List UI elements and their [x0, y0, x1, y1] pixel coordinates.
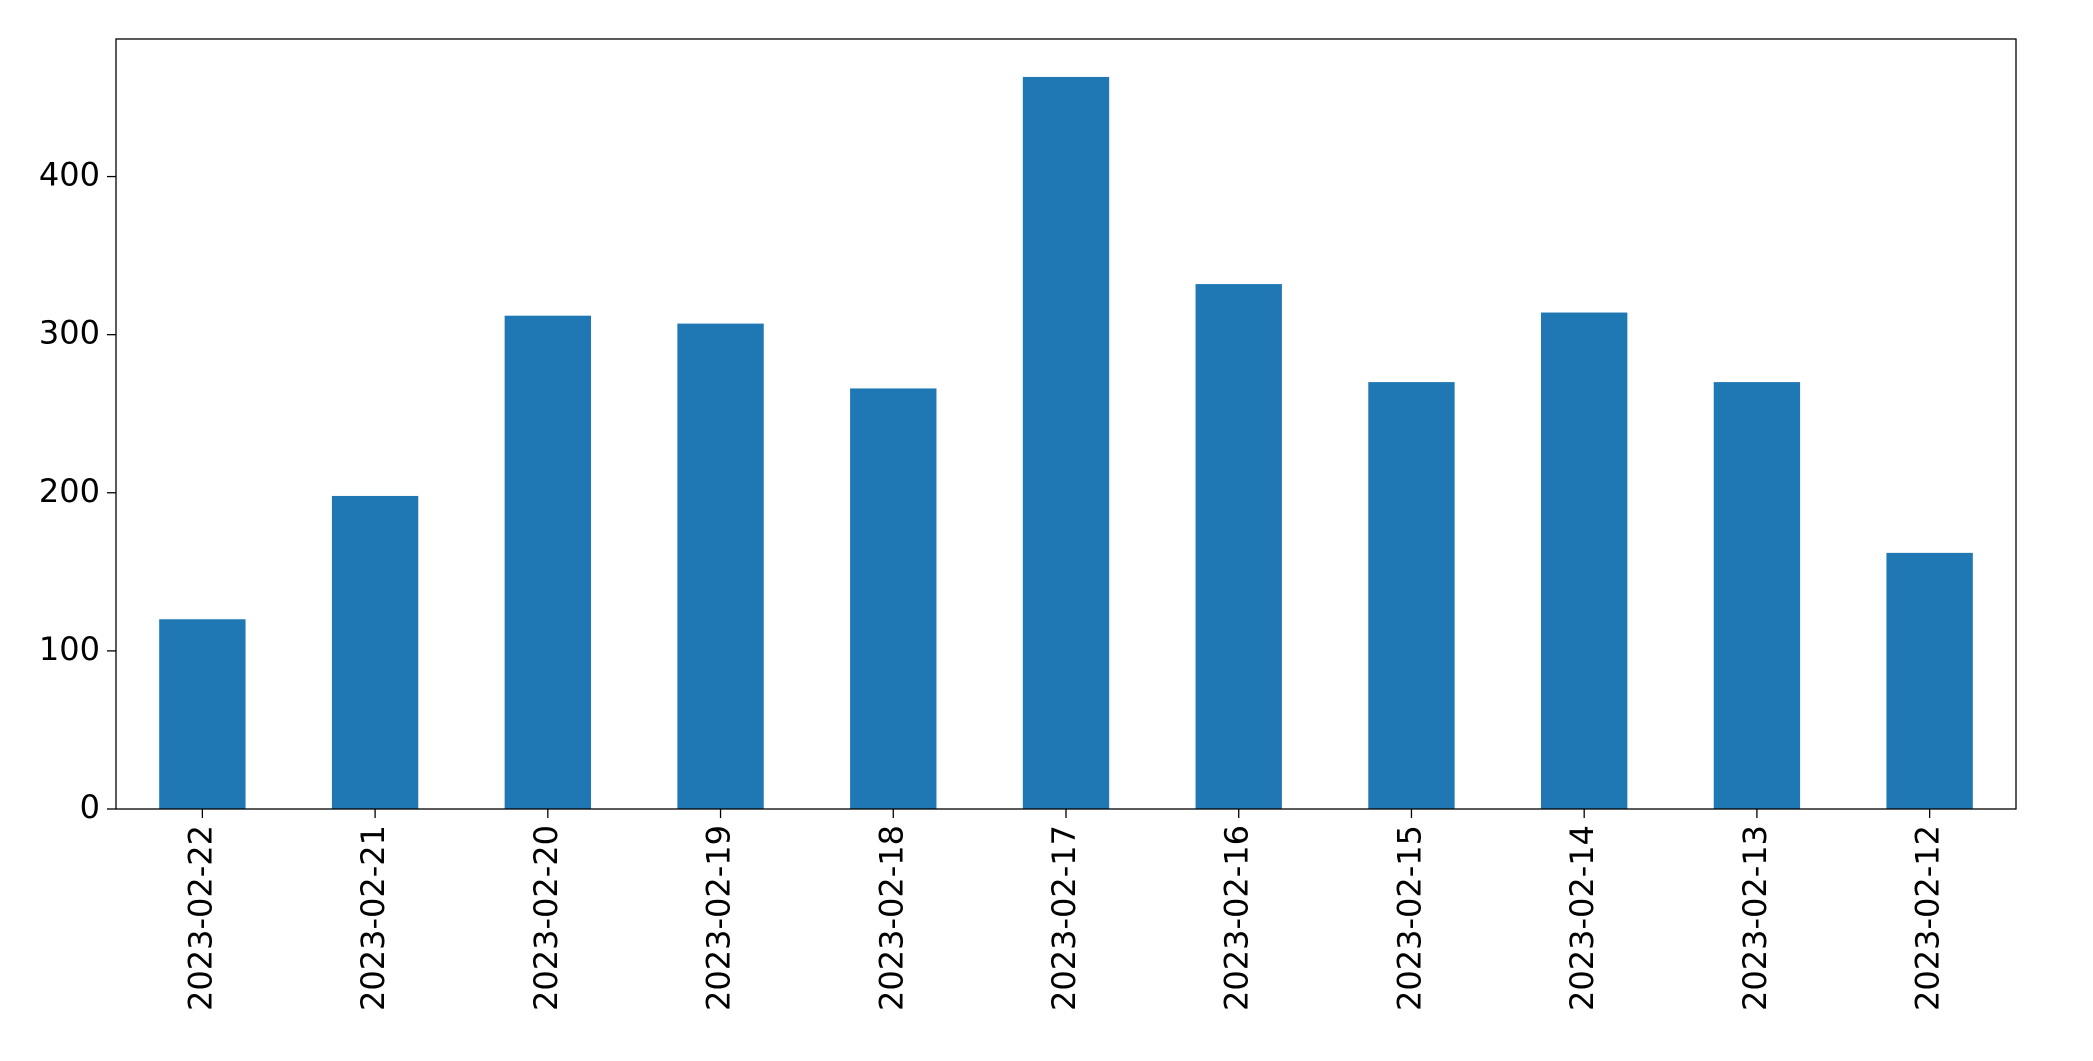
bar [677, 323, 764, 809]
bar [1022, 76, 1110, 810]
x-tick-label: 2023-02-19 [700, 825, 738, 1011]
bar [1541, 312, 1628, 809]
bar [1886, 552, 1973, 809]
x-tick-label: 2023-02-16 [1218, 825, 1256, 1011]
bar [504, 315, 591, 809]
x-tick-label: 2023-02-20 [527, 825, 565, 1011]
x-tick-label: 2023-02-13 [1736, 825, 1774, 1011]
bar [1368, 382, 1455, 809]
plot-frame [115, 38, 2017, 810]
x-tick-label: 2023-02-12 [1909, 825, 1947, 1011]
y-tick-label: 200 [39, 472, 100, 510]
x-tick-label: 2023-02-17 [1045, 825, 1083, 1011]
bar [1713, 382, 1801, 809]
y-tick-label: 400 [39, 156, 100, 194]
y-tick-label: 100 [39, 630, 100, 668]
bar [850, 388, 937, 809]
x-tick-label: 2023-02-15 [1390, 825, 1428, 1011]
x-tick-label: 2023-02-22 [181, 825, 219, 1011]
bar [1195, 284, 1282, 809]
x-tick-label: 2023-02-21 [354, 825, 392, 1011]
bar [331, 495, 419, 809]
x-tick-label: 2023-02-18 [872, 825, 910, 1011]
x-tick-label: 2023-02-14 [1563, 825, 1601, 1011]
bar [159, 619, 246, 809]
y-tick-label: 0 [80, 788, 100, 826]
y-tick-label: 300 [39, 314, 100, 352]
